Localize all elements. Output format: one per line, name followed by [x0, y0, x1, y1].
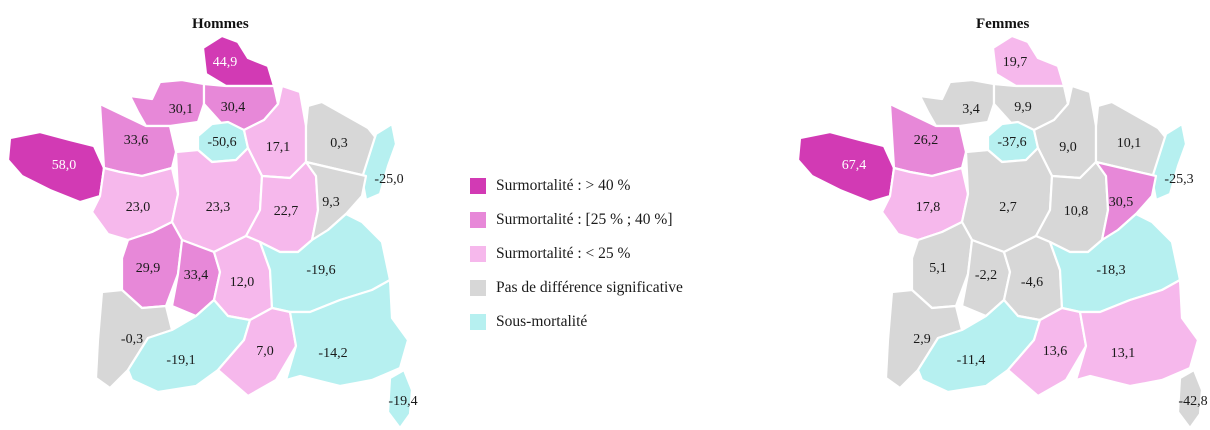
- region-value-bnormandie: 26,2: [914, 133, 939, 148]
- region-value-bretagne: 67,4: [842, 158, 867, 173]
- region-value-languedoc: 7,0: [256, 344, 274, 359]
- region-corse: [386, 368, 414, 430]
- region-normandie: [918, 78, 996, 128]
- region-value-auvergne: -4,6: [1021, 275, 1043, 290]
- region-paca: [284, 278, 410, 388]
- region-value-picardie: 30,4: [221, 100, 246, 115]
- region-value-rhone: -18,3: [1096, 263, 1125, 278]
- legend-swatch: [470, 246, 486, 262]
- region-value-languedoc: 13,6: [1043, 344, 1068, 359]
- region-value-midi: -11,4: [957, 353, 986, 368]
- region-value-corse: -19,4: [388, 394, 417, 409]
- region-value-franche: 30,5: [1109, 195, 1134, 210]
- region-corse: [1176, 368, 1204, 430]
- legend-swatch: [470, 212, 486, 228]
- region-value-auvergne: 12,0: [230, 275, 255, 290]
- region-value-midi: -19,1: [166, 353, 195, 368]
- region-value-normandie: 30,1: [169, 102, 194, 117]
- region-value-poitou: 29,9: [136, 261, 161, 276]
- region-value-alsace: -25,0: [374, 172, 403, 187]
- region-value-champagne: 17,1: [266, 140, 291, 155]
- region-value-centre: 23,3: [206, 200, 231, 215]
- map-femmes: 19,7 3,4 9,9 -37,6 9,0 10,1 -25,3 67,4 26,2 17,8 2…: [796, 34, 1208, 430]
- region-value-bourgogne: 22,7: [274, 204, 299, 219]
- region-value-franche: 9,3: [322, 195, 340, 210]
- region-value-normandie: 3,4: [962, 102, 980, 117]
- region-paca: [1074, 278, 1200, 388]
- legend-label: Surmortalité : < 25 %: [496, 245, 631, 262]
- legend-swatch: [470, 314, 486, 330]
- map-title-femmes: Femmes: [976, 16, 1030, 32]
- legend-swatch: [470, 280, 486, 296]
- region-value-nord: 44,9: [213, 55, 238, 70]
- region-value-lorraine: 10,1: [1117, 136, 1142, 151]
- region-value-poitou: 5,1: [929, 261, 947, 276]
- region-value-picardie: 9,9: [1014, 100, 1032, 115]
- region-value-idf: -50,6: [207, 135, 236, 150]
- region-value-rhone: -19,6: [306, 263, 335, 278]
- region-value-aquitaine: -0,3: [121, 332, 143, 347]
- region-value-bretagne: 58,0: [52, 158, 77, 173]
- region-value-paca: -14,2: [318, 346, 347, 361]
- map-title-hommes: Hommes: [192, 16, 249, 32]
- region-value-aquitaine: 2,9: [913, 332, 931, 347]
- region-value-centre: 2,7: [999, 200, 1017, 215]
- legend-label: Sous-mortalité: [496, 313, 588, 330]
- legend-swatch: [470, 178, 486, 194]
- region-value-bnormandie: 33,6: [124, 133, 149, 148]
- region-value-paca: 13,1: [1111, 346, 1136, 361]
- legend-label: Surmortalité : [25 % ; 40 %]: [496, 211, 673, 228]
- region-nord: [201, 34, 276, 88]
- region-value-limousin: -2,2: [975, 268, 997, 283]
- region-value-idf: -37,6: [997, 135, 1026, 150]
- region-value-pdl: 17,8: [916, 200, 941, 215]
- region-value-alsace: -25,3: [1164, 172, 1193, 187]
- region-value-bourgogne: 10,8: [1064, 204, 1089, 219]
- region-languedoc: [216, 306, 298, 398]
- region-poitou: [910, 220, 974, 310]
- legend-label: Surmortalité : > 40 %: [496, 177, 631, 194]
- region-value-nord: 19,7: [1003, 55, 1028, 70]
- map-hommes: 44,9 30,1 30,4 -50,6 17,1 0,3 -25,0 58,0 33,6 23,…: [6, 34, 418, 430]
- region-languedoc: [1006, 306, 1088, 398]
- region-value-pdl: 23,0: [126, 200, 151, 215]
- region-nord: [991, 34, 1066, 88]
- legend-label: Pas de différence significative: [496, 279, 683, 296]
- region-value-lorraine: 0,3: [330, 136, 348, 151]
- region-value-limousin: 33,4: [184, 268, 209, 283]
- region-value-champagne: 9,0: [1059, 140, 1077, 155]
- region-poitou: [120, 220, 184, 310]
- region-value-corse: -42,8: [1178, 394, 1207, 409]
